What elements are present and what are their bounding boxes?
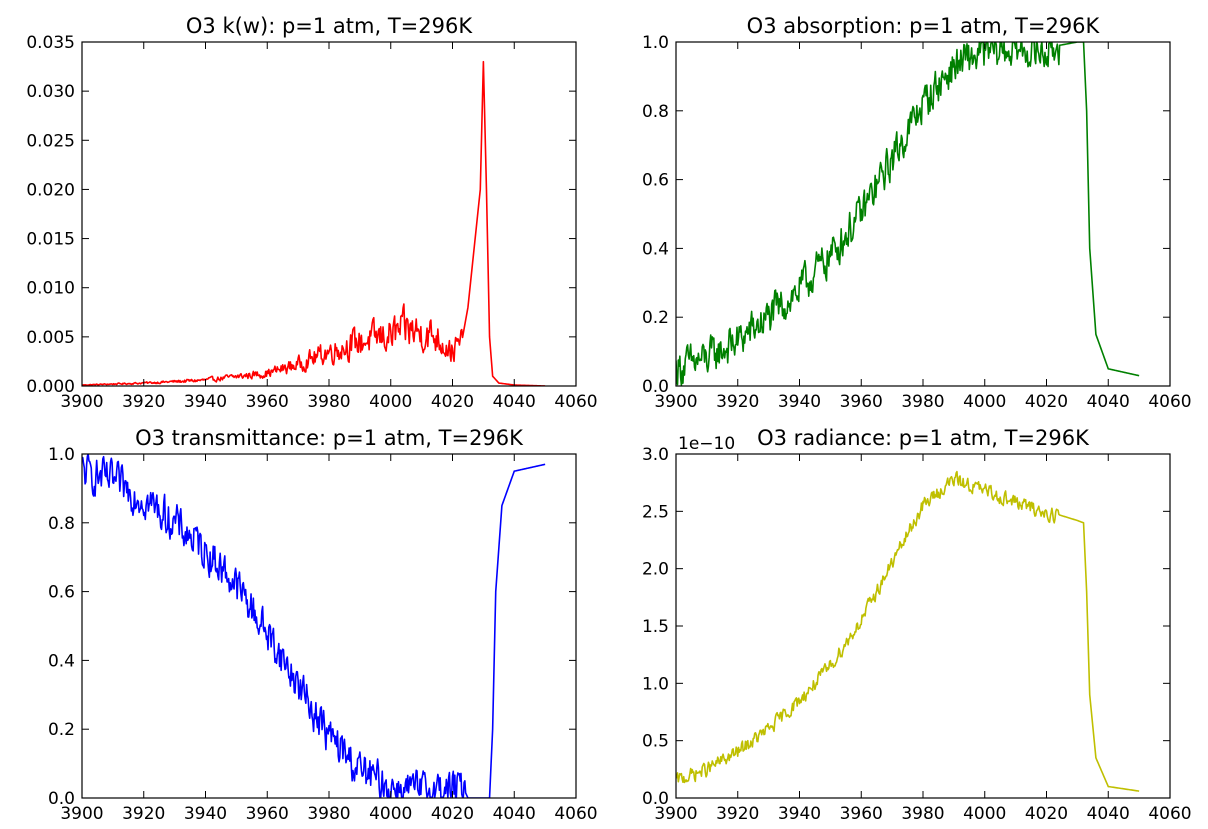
chart-title: O3 radiance: p=1 atm, T=296K — [757, 426, 1090, 450]
x-tick-label: 4000 — [963, 804, 1006, 824]
x-tick-label: 4000 — [369, 804, 412, 824]
y-tick-label: 1.0 — [642, 33, 669, 53]
x-tick-label: 4060 — [1148, 804, 1191, 824]
x-tick-label: 4040 — [1087, 392, 1130, 412]
chart-panel-4: 3900 3920 3940 3960 3980 4000 4020 4040 4060 0.0 0… — [642, 426, 1192, 824]
x-tick-label: 4020 — [431, 804, 474, 824]
x-tick-label: 4000 — [963, 392, 1006, 412]
y-tick-label: 0.025 — [26, 131, 75, 151]
y-tick-label: 0.8 — [642, 102, 669, 122]
x-tick-label: 3940 — [778, 392, 821, 412]
plot-frame — [81, 41, 577, 387]
x-tick-label: 4020 — [1025, 804, 1068, 824]
y-tick-label: 0.0 — [642, 789, 669, 809]
x-tick-label: 3940 — [778, 804, 821, 824]
y-tick-label: 0.035 — [26, 33, 75, 53]
y-tick-label: 2.5 — [642, 502, 669, 522]
x-tick-label: 3920 — [716, 392, 759, 412]
x-tick-label: 3960 — [840, 392, 883, 412]
x-tick-label: 3940 — [184, 804, 227, 824]
x-tick-label: 3900 — [654, 392, 697, 412]
series-line-2 — [676, 42, 1140, 386]
x-tick-label: 3900 — [60, 804, 103, 824]
chart-title: O3 transmittance: p=1 atm, T=296K — [135, 426, 524, 450]
x-tick-label: 3920 — [122, 392, 165, 412]
y-offset-label: 1e−10 — [678, 434, 735, 454]
y-tick-label: 0.6 — [48, 583, 75, 603]
y-tick-label: 0.0 — [48, 789, 75, 809]
x-tick-label: 3980 — [901, 392, 944, 412]
x-tick-label: 4020 — [1025, 392, 1068, 412]
x-tick-label: 4040 — [493, 392, 536, 412]
x-tick-label: 3960 — [840, 804, 883, 824]
chart-panel-1: 3900 3920 3940 3960 3980 4000 4020 4040 4060 0.00… — [26, 14, 597, 412]
y-tick-label: 0.6 — [642, 171, 669, 191]
x-tick-label: 4000 — [369, 392, 412, 412]
chart-title: O3 absorption: p=1 atm, T=296K — [747, 14, 1101, 38]
chart-panel-3: 3900 3920 3940 3960 3980 4000 4020 4040 4060 0.0 0… — [48, 426, 598, 824]
chart-title: O3 k(w): p=1 atm, T=296K — [186, 14, 473, 38]
y-tick-label: 0.2 — [642, 308, 669, 328]
y-tick-label: 0.8 — [48, 514, 75, 534]
x-tick-label: 3940 — [184, 392, 227, 412]
x-tick-label: 3980 — [307, 804, 350, 824]
x-tick-label: 4040 — [1087, 804, 1130, 824]
y-tick-label: 0.030 — [26, 82, 75, 102]
x-tick-label: 3980 — [901, 804, 944, 824]
y-tick-label: 0.4 — [642, 239, 669, 259]
x-tick-label: 4060 — [554, 804, 597, 824]
y-tick-label: 0.5 — [642, 732, 669, 752]
y-tick-label: 1.5 — [642, 617, 669, 637]
x-tick-label: 4020 — [431, 392, 474, 412]
x-tick-label: 3960 — [246, 392, 289, 412]
y-tick-label: 1.0 — [642, 674, 669, 694]
y-tick-label: 1.0 — [48, 445, 75, 465]
y-tick-label: 0.2 — [48, 720, 75, 740]
x-tick-label: 3920 — [122, 804, 165, 824]
x-tick-label: 3980 — [307, 392, 350, 412]
x-tick-label: 4060 — [1148, 392, 1191, 412]
y-tick-label: 0.4 — [48, 651, 75, 671]
y-tick-label: 0.0 — [642, 377, 669, 397]
y-tick-label: 3.0 — [642, 445, 669, 465]
x-tick-label: 3920 — [716, 804, 759, 824]
series-line-3 — [82, 454, 546, 798]
y-tick-label: 2.0 — [642, 560, 669, 580]
x-tick-label: 4060 — [554, 392, 597, 412]
series-line-4 — [676, 470, 1140, 792]
x-tick-label: 3900 — [60, 392, 103, 412]
x-tick-label: 3900 — [654, 804, 697, 824]
series-line-1 — [82, 60, 546, 386]
y-tick-label: 0.000 — [26, 377, 75, 397]
y-tick-label: 0.020 — [26, 180, 75, 200]
chart-panel-2: 3900 3920 3940 3960 3980 4000 4020 4040 4060 0.0 0… — [642, 14, 1192, 412]
x-tick-label: 4040 — [493, 804, 536, 824]
y-tick-label: 0.005 — [26, 328, 75, 348]
y-tick-label: 0.010 — [26, 279, 75, 299]
x-tick-label: 3960 — [246, 804, 289, 824]
y-tick-label: 0.015 — [26, 230, 75, 250]
